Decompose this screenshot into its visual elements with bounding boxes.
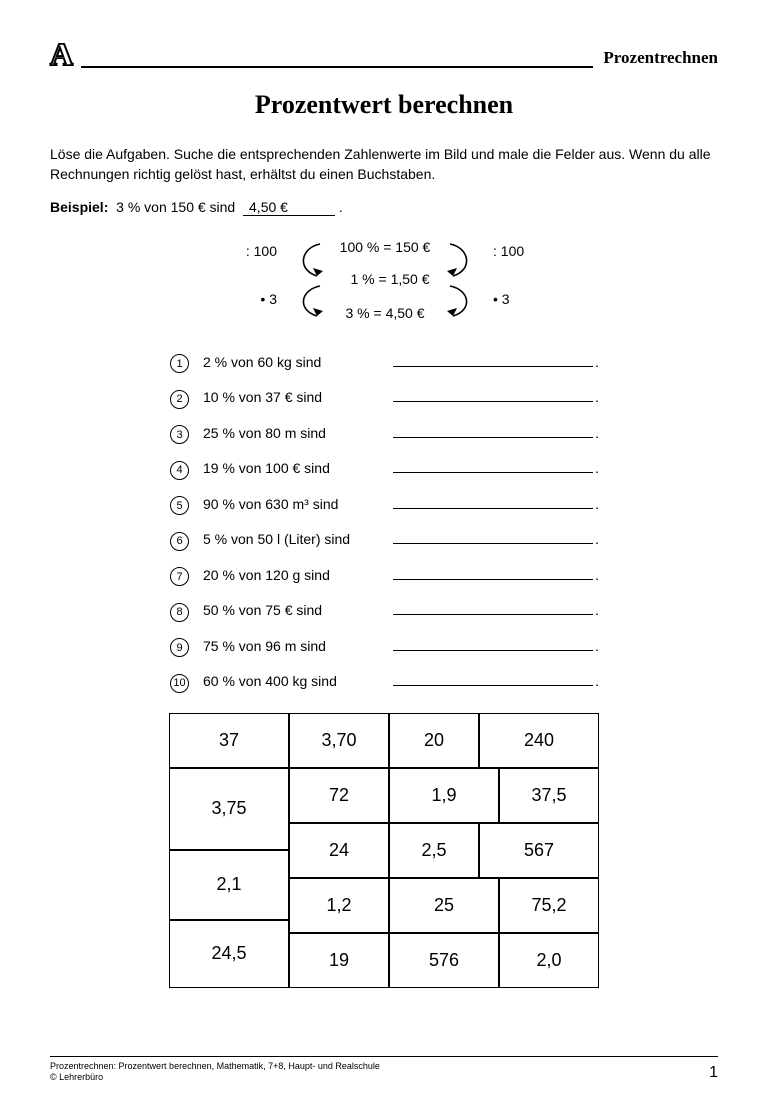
grid-cell[interactable]: 20 xyxy=(389,713,479,768)
answer-blank[interactable] xyxy=(393,401,593,402)
instructions-text: Löse die Aufgaben. Suche die entsprechen… xyxy=(50,144,718,185)
grid-cell[interactable]: 19 xyxy=(289,933,389,988)
grid-cell[interactable]: 75,2 xyxy=(499,878,599,933)
problem-text: 75 % von 96 m sind xyxy=(203,638,393,654)
answer-blank[interactable] xyxy=(393,472,593,473)
svg-text:• 3: • 3 xyxy=(260,291,277,307)
period: . xyxy=(595,425,599,441)
problem-number: 6 xyxy=(170,532,189,551)
grid-cell[interactable]: 24 xyxy=(289,823,389,878)
period: . xyxy=(595,602,599,618)
level-letter: A xyxy=(50,38,81,70)
grid-cell[interactable]: 2,0 xyxy=(499,933,599,988)
problem-number: 5 xyxy=(170,496,189,515)
svg-text:• 3: • 3 xyxy=(493,291,510,307)
example-label: Beispiel: xyxy=(50,199,108,215)
example-answer: 4,50 € xyxy=(243,199,335,216)
problem-number: 8 xyxy=(170,603,189,622)
svg-text:: 100: : 100 xyxy=(246,243,277,259)
problem-number: 1 xyxy=(170,354,189,373)
grid-cell[interactable]: 24,5 xyxy=(169,920,289,988)
problem-row: 6 5 % von 50 l (Liter) sind. xyxy=(170,531,718,551)
problem-row: 7 20 % von 120 g sind. xyxy=(170,567,718,587)
worksheet-page: A Prozentrechnen Prozentwert berechnen L… xyxy=(0,0,768,1110)
page-footer: Prozentrechnen: Prozentwert berechnen, M… xyxy=(50,1056,718,1084)
grid-cell[interactable]: 2,5 xyxy=(389,823,479,878)
period: . xyxy=(595,354,599,370)
problem-number: 9 xyxy=(170,638,189,657)
problem-text: 60 % von 400 kg sind xyxy=(203,673,393,689)
topic-label: Prozentrechnen xyxy=(593,48,718,68)
answer-blank[interactable] xyxy=(393,508,593,509)
footer-text: Prozentrechnen: Prozentwert berechnen, M… xyxy=(50,1061,380,1084)
answer-blank[interactable] xyxy=(393,650,593,651)
svg-text:: 100: : 100 xyxy=(493,243,524,259)
grid-cell[interactable]: 2,1 xyxy=(169,850,289,920)
problem-row: 9 75 % von 96 m sind. xyxy=(170,638,718,658)
answer-blank[interactable] xyxy=(393,579,593,580)
problem-number: 10 xyxy=(170,674,189,693)
example-prefix: 3 % von 150 € sind xyxy=(116,199,235,215)
problem-row: 10 60 % von 400 kg sind. xyxy=(170,673,718,693)
answer-blank[interactable] xyxy=(393,366,593,367)
grid-cell[interactable]: 240 xyxy=(479,713,599,768)
problem-row: 4 19 % von 100 € sind. xyxy=(170,460,718,480)
svg-text:1 % = 1,50 €: 1 % = 1,50 € xyxy=(350,271,429,287)
grid-cell[interactable]: 1,2 xyxy=(289,878,389,933)
problem-row: 1 2 % von 60 kg sind. xyxy=(170,354,718,374)
grid-cell[interactable]: 576 xyxy=(389,933,499,988)
problem-number: 4 xyxy=(170,461,189,480)
problem-text: 90 % von 630 m³ sind xyxy=(203,496,393,512)
grid-cell[interactable]: 567 xyxy=(479,823,599,878)
problem-number: 3 xyxy=(170,425,189,444)
problem-row: 3 25 % von 80 m sind. xyxy=(170,425,718,445)
answer-blank[interactable] xyxy=(393,685,593,686)
problem-text: 10 % von 37 € sind xyxy=(203,389,393,405)
svg-text:100 % = 150 €: 100 % = 150 € xyxy=(340,239,431,255)
problem-row: 2 10 % von 37 € sind. xyxy=(170,389,718,409)
period: . xyxy=(595,389,599,405)
problem-list: 1 2 % von 60 kg sind. 2 10 % von 37 € sind.… xyxy=(170,354,718,693)
grid-cell[interactable]: 25 xyxy=(389,878,499,933)
answer-blank[interactable] xyxy=(393,437,593,438)
problem-number: 7 xyxy=(170,567,189,586)
problem-number: 2 xyxy=(170,390,189,409)
answer-blank[interactable] xyxy=(393,543,593,544)
page-title: Prozentwert berechnen xyxy=(50,90,718,120)
problem-text: 5 % von 50 l (Liter) sind xyxy=(203,531,393,547)
answer-blank[interactable] xyxy=(393,614,593,615)
period: . xyxy=(595,460,599,476)
page-number: 1 xyxy=(709,1063,718,1084)
calculation-diagram: 100 % = 150 € 1 % = 1,50 € 3 % = 4,50 € … xyxy=(50,230,718,340)
example-line: Beispiel: 3 % von 150 € sind 4,50 € . xyxy=(50,199,718,216)
problem-row: 5 90 % von 630 m³ sind. xyxy=(170,496,718,516)
period: . xyxy=(595,496,599,512)
problem-text: 25 % von 80 m sind xyxy=(203,425,393,441)
period: . xyxy=(595,531,599,547)
problem-text: 20 % von 120 g sind xyxy=(203,567,393,583)
answer-grid: 373,7020240 3,75721,937,5 242,5567 2,11,225… xyxy=(169,713,599,988)
period: . xyxy=(595,567,599,583)
diagram-svg: 100 % = 150 € 1 % = 1,50 € 3 % = 4,50 € … xyxy=(225,230,545,340)
header-rule: A Prozentrechnen xyxy=(50,38,718,68)
problem-text: 2 % von 60 kg sind xyxy=(203,354,393,370)
grid-cell[interactable]: 3,75 xyxy=(169,768,289,850)
period: . xyxy=(595,673,599,689)
grid-cell[interactable]: 37,5 xyxy=(499,768,599,823)
problem-text: 50 % von 75 € sind xyxy=(203,602,393,618)
grid-cell[interactable]: 3,70 xyxy=(289,713,389,768)
grid-cell[interactable]: 1,9 xyxy=(389,768,499,823)
problem-text: 19 % von 100 € sind xyxy=(203,460,393,476)
grid-cell[interactable]: 37 xyxy=(169,713,289,768)
grid-cell[interactable]: 72 xyxy=(289,768,389,823)
problem-row: 8 50 % von 75 € sind. xyxy=(170,602,718,622)
svg-text:3 % = 4,50 €: 3 % = 4,50 € xyxy=(345,305,424,321)
period: . xyxy=(595,638,599,654)
